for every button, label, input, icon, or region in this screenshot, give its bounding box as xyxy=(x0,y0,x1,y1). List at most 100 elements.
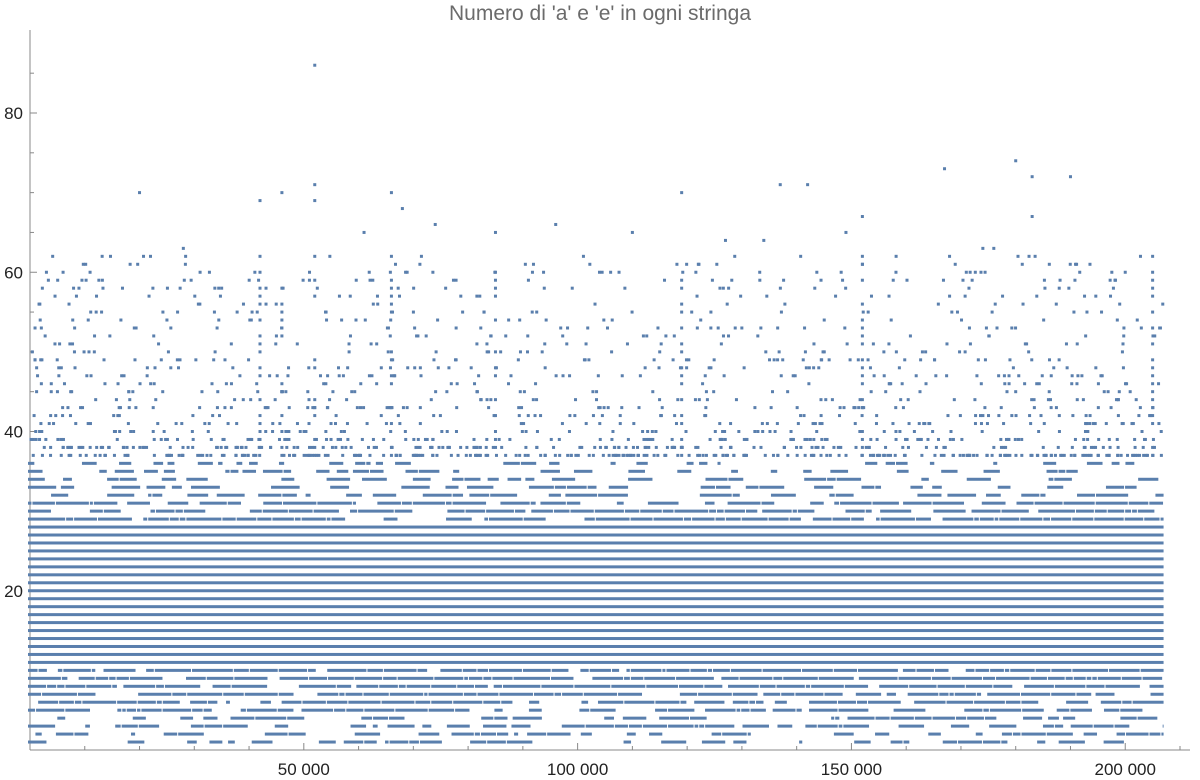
data-point xyxy=(35,390,39,394)
data-point xyxy=(526,414,530,418)
data-point xyxy=(258,199,262,203)
data-point-row xyxy=(1001,732,1012,736)
data-point xyxy=(92,350,96,354)
data-point xyxy=(543,366,547,370)
data-point xyxy=(68,414,72,418)
data-point xyxy=(518,453,522,457)
data-point xyxy=(473,445,477,449)
data-point xyxy=(643,445,647,449)
data-point xyxy=(355,453,359,457)
data-point-row xyxy=(1125,509,1132,513)
data-point xyxy=(39,382,43,386)
data-point-row xyxy=(1010,668,1035,672)
data-point-row xyxy=(1155,493,1164,497)
data-point xyxy=(77,445,81,449)
data-point xyxy=(1113,278,1117,282)
data-point-row xyxy=(804,477,827,481)
data-point-row xyxy=(727,501,761,505)
data-point xyxy=(718,286,722,290)
data-point xyxy=(43,334,47,338)
data-point xyxy=(385,406,389,410)
data-point xyxy=(1094,445,1098,449)
data-point-row xyxy=(1121,676,1142,680)
data-point xyxy=(249,318,253,322)
data-point xyxy=(997,414,1001,418)
data-point xyxy=(737,430,741,433)
data-point-row xyxy=(1128,501,1149,505)
data-point xyxy=(32,414,36,418)
data-point xyxy=(128,398,132,402)
data-point xyxy=(247,278,251,282)
data-point xyxy=(258,437,262,441)
data-point-row xyxy=(1070,708,1092,712)
data-point-row xyxy=(348,700,381,704)
data-point xyxy=(808,437,812,441)
data-point xyxy=(680,278,684,282)
data-point xyxy=(71,342,75,346)
data-point xyxy=(334,445,338,449)
data-point xyxy=(1097,437,1101,441)
data-point xyxy=(79,445,83,449)
data-point xyxy=(612,445,616,449)
data-point-row xyxy=(523,517,546,521)
data-point xyxy=(445,430,449,433)
data-point-row xyxy=(1022,708,1044,712)
data-point xyxy=(526,453,530,457)
data-point-row xyxy=(683,517,692,521)
data-point-row xyxy=(513,676,550,680)
data-point xyxy=(990,453,994,457)
data-point xyxy=(860,374,864,378)
data-point xyxy=(1102,390,1106,394)
data-point xyxy=(973,398,977,402)
data-point xyxy=(882,453,886,457)
data-point-row xyxy=(119,461,132,465)
data-point xyxy=(908,334,912,338)
data-point-row xyxy=(464,477,481,481)
data-point xyxy=(1002,422,1006,426)
data-point xyxy=(389,191,393,195)
data-point-row xyxy=(132,716,146,720)
data-point xyxy=(805,437,809,441)
data-point xyxy=(786,390,790,394)
data-point xyxy=(308,270,312,274)
data-point xyxy=(62,382,66,386)
data-point xyxy=(999,445,1003,449)
data-point xyxy=(972,453,976,457)
data-point xyxy=(904,437,908,441)
data-point xyxy=(665,445,669,449)
data-point-row xyxy=(833,732,854,736)
data-point xyxy=(1151,406,1155,410)
data-point-row xyxy=(649,732,663,736)
data-point xyxy=(38,318,42,322)
data-point-row xyxy=(731,469,738,473)
data-point xyxy=(264,430,268,433)
data-point xyxy=(177,366,181,370)
data-point-row xyxy=(814,485,834,489)
data-point-row xyxy=(717,509,724,513)
data-point xyxy=(857,406,861,410)
data-point-row xyxy=(630,517,653,521)
data-point-row xyxy=(893,708,926,712)
data-point xyxy=(322,382,326,386)
data-point-row xyxy=(28,541,1164,545)
data-point-row xyxy=(28,676,61,680)
data-point-row xyxy=(225,469,230,473)
data-point-row xyxy=(876,517,880,521)
data-point xyxy=(535,310,539,314)
data-point xyxy=(825,437,829,441)
data-point xyxy=(1125,382,1129,386)
data-point-row xyxy=(811,684,844,688)
data-point xyxy=(306,406,310,410)
data-point xyxy=(803,453,807,457)
data-point xyxy=(432,358,436,362)
data-point-row xyxy=(364,708,395,712)
data-point xyxy=(209,453,213,457)
data-point xyxy=(598,406,602,410)
data-point-row xyxy=(401,501,412,505)
data-point xyxy=(695,294,699,298)
data-point xyxy=(659,414,663,418)
data-point xyxy=(321,445,325,449)
data-point xyxy=(877,453,881,457)
data-point-row xyxy=(745,509,758,513)
data-point xyxy=(799,414,803,418)
